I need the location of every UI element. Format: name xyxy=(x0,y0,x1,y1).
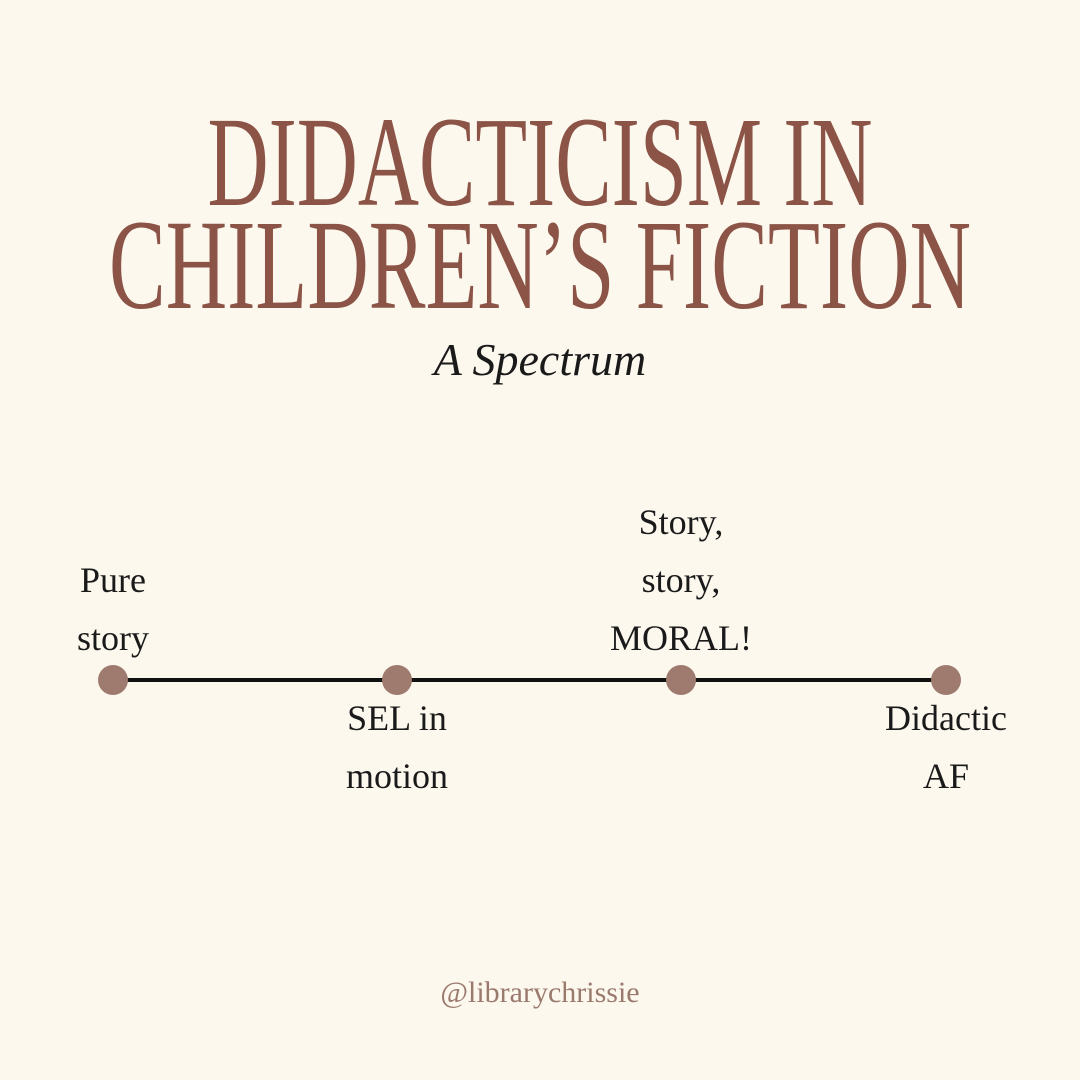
label-line: MORAL! xyxy=(610,618,752,658)
label-line: Story, xyxy=(639,502,724,542)
point-label: SEL in motion xyxy=(346,698,448,796)
handle: @librarychrissie xyxy=(440,976,639,1009)
title-line: CHILDREN’S FICTION xyxy=(109,194,971,336)
subtitle: A Spectrum xyxy=(431,334,647,385)
label-line: Didactic xyxy=(885,698,1007,738)
label-line: AF xyxy=(923,756,969,796)
spectrum-point xyxy=(98,665,128,695)
title-line: DIDACTICISM IN xyxy=(208,91,873,233)
point-label: Story, story, MORAL! xyxy=(610,502,752,658)
point-label: Didactic AF xyxy=(885,698,1007,796)
label-line: story xyxy=(77,618,149,658)
spectrum-point xyxy=(382,665,412,695)
label-line: SEL in xyxy=(347,698,447,738)
label-line: motion xyxy=(346,756,448,796)
label-line: Pure xyxy=(80,560,146,600)
point-label: Pure story xyxy=(77,560,149,658)
spectrum-point xyxy=(931,665,961,695)
spectrum-point xyxy=(666,665,696,695)
label-line: story, xyxy=(642,560,721,600)
